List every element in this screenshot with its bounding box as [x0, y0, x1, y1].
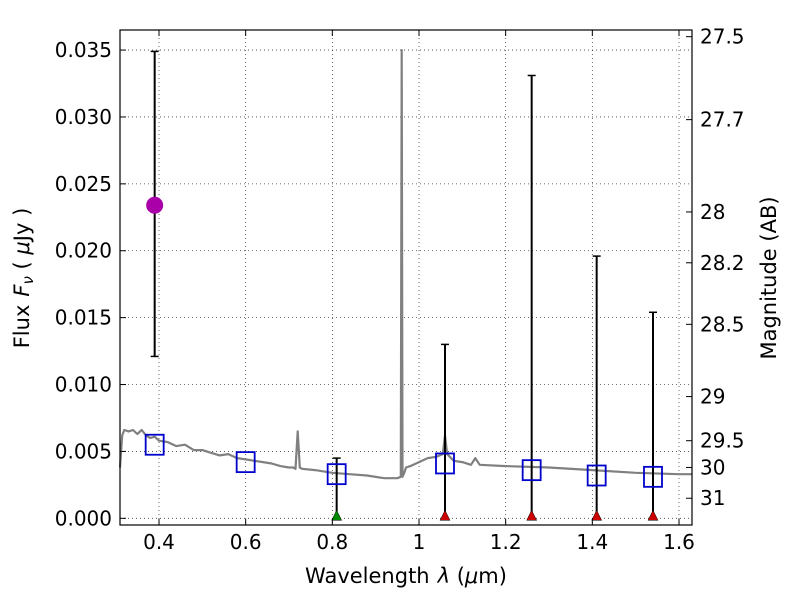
y-tick-label: 0.025	[55, 172, 112, 196]
model-photometry-marker	[144, 433, 165, 456]
y2-axis-label: Magnitude (AB)	[757, 196, 781, 359]
x-tick-label: 0.4	[143, 530, 175, 554]
upper-limit-marker	[647, 509, 659, 521]
x-tick-label: 0.6	[230, 530, 262, 554]
y-tick-label: 0.035	[55, 38, 112, 62]
x-tick-label: 1	[413, 530, 426, 554]
x-tick-label: 1.6	[663, 530, 695, 554]
y-tick-label: 0.005	[55, 439, 112, 463]
x-tick-label: 1.4	[576, 530, 608, 554]
y-tick-label: 0.010	[55, 373, 112, 397]
model-photometry-marker	[521, 459, 542, 482]
y2-tick-label: 31	[700, 486, 725, 510]
y-tick-label: 0.015	[55, 306, 112, 330]
x-axis-label-text: Wavelength	[305, 564, 430, 588]
x-tick-label: 1.2	[490, 530, 522, 554]
y2-tick-label: 29	[700, 385, 725, 409]
x-tick-label: 0.8	[316, 530, 348, 554]
model-photometry-marker	[586, 464, 607, 487]
y2-tick-label: 29.5	[700, 429, 745, 453]
upper-limit-marker	[591, 509, 603, 521]
model-photometry-marker	[326, 463, 347, 486]
tick-layer: 0.4 0.6 0.8 1 1.2 1.4 1.6 0.000 0.005 0.010 0.015 0…	[55, 25, 745, 554]
y2-tick-label: 27.7	[700, 108, 745, 132]
y-axis-label-unit-mu: μ	[10, 241, 34, 255]
model-photometry-marker	[643, 465, 663, 488]
y2-tick-label: 28.2	[700, 251, 745, 275]
y-axis-label-text: Flux	[10, 305, 34, 349]
y2-tick-label: 28	[700, 200, 725, 224]
upper-limit-marker	[526, 509, 538, 521]
y-tick-label: 0.020	[55, 239, 112, 263]
y-axis-label: Flux Fν ( μJy )	[10, 208, 37, 349]
x-axis-label: Wavelength λ (μm)	[305, 564, 507, 588]
y-axis-label-sub: ν	[19, 276, 37, 284]
model-photometry-marker	[435, 452, 455, 475]
x-axis-label-symbol: λ	[437, 564, 450, 588]
y2-tick-label: 28.5	[700, 312, 745, 336]
x-axis-label-unit-mu: μ	[464, 564, 478, 588]
upper-limit-marker	[331, 509, 343, 521]
spectrum-line	[118, 48, 692, 480]
y-axis-label-symbol: F	[10, 284, 34, 297]
detection-marker	[146, 196, 164, 214]
y-tick-label: 0.000	[55, 506, 112, 530]
upper-limit-marker	[439, 509, 451, 521]
y-tick-label: 0.030	[55, 105, 112, 129]
y2-tick-label: 30	[700, 455, 725, 479]
spectrum-layer	[118, 48, 692, 480]
model-photometry-marker	[235, 451, 256, 474]
y-axis-label-unit-close: Jy )	[10, 208, 34, 244]
y-axis-label-unit-open: (	[10, 255, 34, 277]
x-axis-label-unit-close: m)	[478, 564, 507, 588]
points-layer	[144, 50, 663, 521]
y2-tick-label: 27.5	[700, 25, 745, 49]
plot-frame	[119, 29, 693, 526]
x-axis-label-unit-open: (	[450, 564, 465, 588]
